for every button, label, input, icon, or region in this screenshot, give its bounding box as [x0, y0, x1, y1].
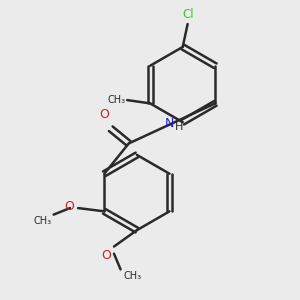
Text: O: O	[99, 108, 109, 121]
Text: O: O	[101, 249, 111, 262]
Text: O: O	[64, 200, 74, 213]
Text: H: H	[175, 122, 183, 132]
Text: CH₃: CH₃	[107, 95, 126, 105]
Text: CH₃: CH₃	[34, 216, 52, 226]
Text: N: N	[165, 117, 174, 130]
Text: CH₃: CH₃	[124, 271, 142, 281]
Text: Cl: Cl	[183, 8, 194, 21]
